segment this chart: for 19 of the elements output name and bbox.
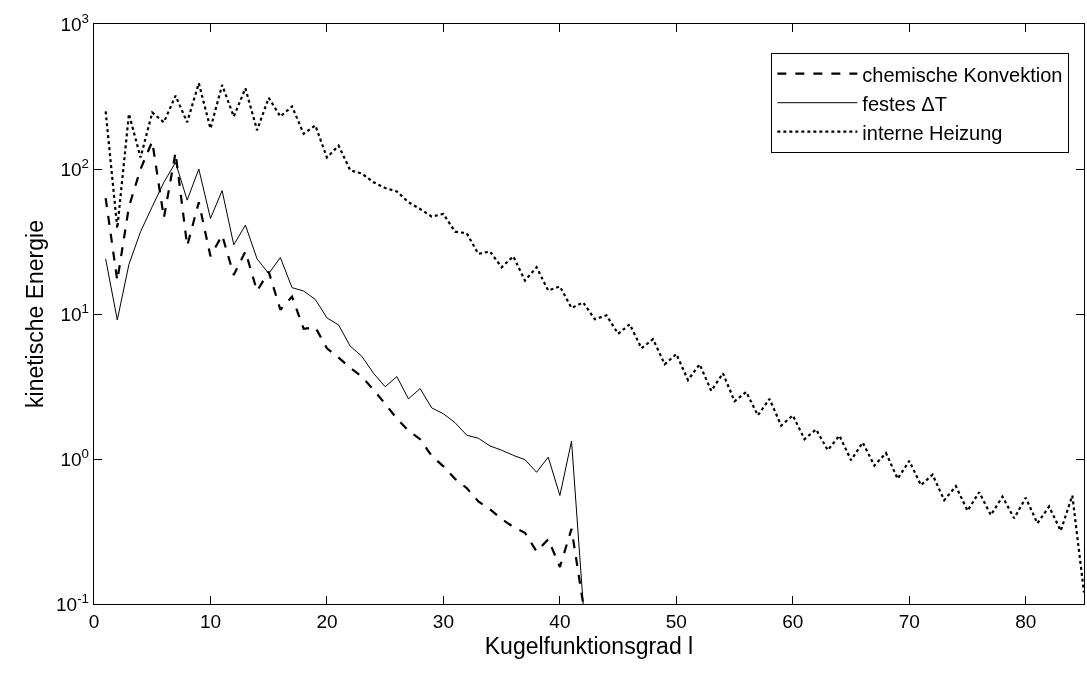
x-tick-label: 0	[88, 611, 100, 632]
x-tick-label: 50	[665, 611, 687, 632]
x-tick-label: 10	[199, 611, 222, 632]
x-axis-title: Kugelfunktionsgrad l	[484, 632, 694, 659]
y-tick-label: 10$^{1}$	[60, 300, 89, 325]
y-tick-label: 10$^{2}$	[60, 155, 89, 180]
x-tick-label: 40	[549, 611, 571, 632]
legend-label: interne Heizung	[862, 121, 1003, 144]
x-tick-label: 70	[898, 611, 920, 632]
y-tick-label: 10$^{3}$	[60, 10, 89, 35]
y-tick-label: 10$^{-1}$	[56, 590, 89, 615]
legend-label: festes ΔT	[862, 92, 947, 115]
x-tick-label: 30	[432, 611, 454, 632]
x-tick-label: 20	[316, 611, 338, 632]
legend-label: chemische Konvektion	[862, 63, 1063, 86]
x-tick-label: 80	[1015, 611, 1037, 632]
y-axis-title: kinetische Energie	[21, 220, 48, 408]
y-tick-label: 10$^{0}$	[60, 445, 89, 470]
x-tick-label: 60	[782, 611, 804, 632]
